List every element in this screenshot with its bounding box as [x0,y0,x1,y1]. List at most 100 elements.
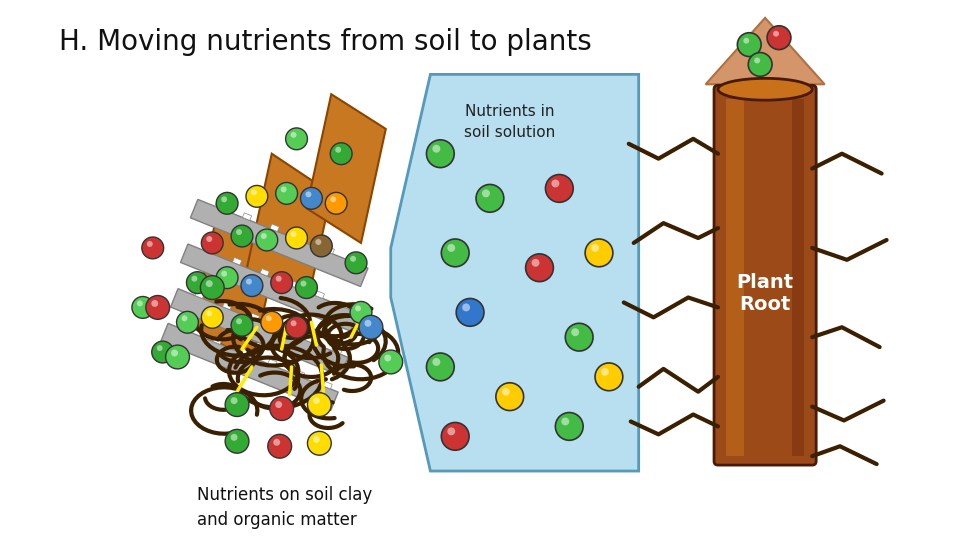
Circle shape [379,350,402,374]
Circle shape [526,254,553,282]
Circle shape [236,318,242,325]
Circle shape [595,363,623,391]
Circle shape [305,191,311,197]
Circle shape [216,192,238,214]
Circle shape [181,315,187,321]
Bar [260,268,270,276]
Circle shape [300,281,306,287]
FancyBboxPatch shape [714,85,816,465]
Circle shape [261,233,267,239]
Circle shape [246,279,252,285]
Circle shape [591,244,599,252]
Bar [792,99,804,456]
Circle shape [286,227,307,249]
Bar [223,302,231,309]
Circle shape [142,237,163,259]
Circle shape [325,192,348,214]
Circle shape [274,439,280,446]
Circle shape [335,147,341,153]
Bar [160,323,338,410]
Circle shape [146,295,170,319]
Polygon shape [247,154,331,307]
Circle shape [276,276,281,282]
Polygon shape [391,75,638,471]
Circle shape [231,314,252,336]
Polygon shape [306,94,386,243]
Circle shape [271,272,293,294]
Bar [277,325,287,332]
Circle shape [291,320,297,326]
Circle shape [426,140,454,167]
Bar [232,258,242,265]
Circle shape [276,183,298,204]
Circle shape [152,300,158,307]
Circle shape [755,58,760,64]
Circle shape [359,315,383,339]
Circle shape [177,312,199,333]
Circle shape [502,388,510,396]
Circle shape [226,393,249,416]
Circle shape [206,236,212,242]
Bar [323,381,332,389]
Circle shape [216,267,238,288]
Circle shape [551,179,560,187]
Circle shape [205,280,213,287]
Circle shape [221,271,228,276]
Circle shape [171,349,178,356]
Circle shape [316,239,322,245]
Bar [215,201,224,209]
Circle shape [137,300,143,306]
Text: Nutrients on soil clay
and organic matter: Nutrients on soil clay and organic matte… [198,486,372,529]
Circle shape [152,341,174,363]
Circle shape [565,323,593,351]
Circle shape [601,368,609,376]
Circle shape [246,185,268,207]
Circle shape [432,145,441,153]
Circle shape [743,38,749,44]
Circle shape [300,187,323,209]
Circle shape [201,276,224,300]
Circle shape [202,306,223,328]
Bar [352,258,362,265]
Bar [180,244,358,331]
Circle shape [384,355,392,361]
Bar [315,291,324,299]
Circle shape [266,315,272,321]
Circle shape [442,422,469,450]
Bar [195,291,204,299]
Circle shape [291,231,297,237]
Bar [333,347,342,354]
Bar [171,289,348,376]
Circle shape [147,241,153,247]
Circle shape [286,128,307,150]
Circle shape [206,310,212,316]
Circle shape [307,393,331,416]
Circle shape [773,31,779,37]
Circle shape [442,239,469,267]
Circle shape [251,190,257,195]
Circle shape [256,229,277,251]
Circle shape [280,186,287,192]
Text: Plant
Root: Plant Root [736,273,794,314]
Circle shape [447,427,455,435]
Circle shape [496,383,523,410]
Bar [325,246,334,254]
Bar [296,370,304,378]
Bar [204,246,214,254]
Circle shape [241,275,263,296]
Text: H. Moving nutrients from soil to plants: H. Moving nutrients from soil to plants [59,28,591,56]
Circle shape [226,429,249,453]
Circle shape [231,225,252,247]
Circle shape [166,345,189,369]
Circle shape [456,299,484,326]
Bar [343,302,352,309]
Circle shape [350,301,372,323]
Bar [270,224,279,232]
Circle shape [476,185,504,212]
Ellipse shape [718,78,812,100]
Circle shape [545,174,573,202]
Circle shape [313,436,320,443]
Circle shape [737,33,761,57]
Circle shape [221,197,228,202]
Circle shape [291,132,297,138]
